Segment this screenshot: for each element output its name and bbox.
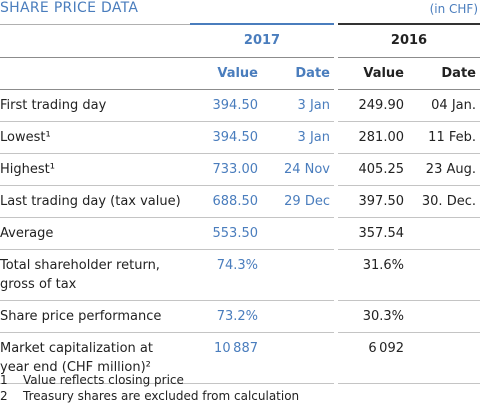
date-2016 <box>408 249 480 301</box>
value-2017: 394.50 <box>190 121 262 154</box>
value-2016: 249.90 <box>338 89 408 122</box>
date-2016: 30. Dec. <box>408 185 480 218</box>
value-2017: 10 887 <box>190 332 262 384</box>
row-label: Lowest¹ <box>0 121 190 154</box>
table-row: Total shareholder return, gross of tax 7… <box>0 249 480 301</box>
value-2017: 73.2% <box>190 300 262 333</box>
value-2017: 74.3% <box>190 249 262 301</box>
date-2017 <box>262 300 334 333</box>
page-title: SHARE PRICE DATA <box>0 0 139 16</box>
table-row: First trading day 394.50 3 Jan 249.90 04… <box>0 89 480 122</box>
footnote-text: Treasury shares are excluded from calcul… <box>23 389 300 403</box>
share-price-table: 2017 2016 Value Date Value Date First tr… <box>0 23 480 384</box>
row-label: Total shareholder return, gross of tax <box>0 249 190 301</box>
footnote-text: Value reflects closing price <box>23 373 184 387</box>
value-2017: 553.50 <box>190 217 262 250</box>
date-2017: 3 Jan <box>262 89 334 122</box>
value-2016: 6 092 <box>338 332 408 384</box>
date-2017: 29 Dec <box>262 185 334 218</box>
value-2016: 405.25 <box>338 153 408 186</box>
footnote-number: 1 <box>0 373 8 387</box>
footnote: 2 Treasury shares are excluded from calcu… <box>0 388 299 404</box>
footnote: 1 Value reflects closing price <box>0 372 299 388</box>
date-2016-header: Date <box>408 57 480 90</box>
date-2017 <box>262 249 334 301</box>
date-2016: 23 Aug. <box>408 153 480 186</box>
date-2016 <box>408 332 480 384</box>
value-2016: 30.3% <box>338 300 408 333</box>
row-label: Share price performance <box>0 300 190 333</box>
value-2016: 357.54 <box>338 217 408 250</box>
column-header-spacer <box>0 57 190 90</box>
table-row: Highest¹ 733.00 24 Nov 405.25 23 Aug. <box>0 153 480 186</box>
footnotes: 1 Value reflects closing price 2 Treasury … <box>0 372 299 404</box>
date-2017 <box>262 217 334 250</box>
date-2017-header: Date <box>262 57 334 90</box>
unit-label: (in CHF) <box>429 2 478 16</box>
value-2017: 733.00 <box>190 153 262 186</box>
value-2016: 31.6% <box>338 249 408 301</box>
year-2016-header: 2016 <box>338 23 480 58</box>
value-2017: 394.50 <box>190 89 262 122</box>
date-2016: 11 Feb. <box>408 121 480 154</box>
date-2016 <box>408 217 480 250</box>
date-2017: 3 Jan <box>262 121 334 154</box>
table-row: Market capitalization at year end (CHF m… <box>0 332 480 384</box>
date-2016: 04 Jan. <box>408 89 480 122</box>
row-label: Last trading day (tax value) <box>0 185 190 218</box>
table-row: Average 553.50 357.54 <box>0 217 480 250</box>
year-2017-header: 2017 <box>190 23 334 58</box>
column-header-row: Value Date Value Date <box>0 57 480 90</box>
table-row: Last trading day (tax value) 688.50 29 D… <box>0 185 480 218</box>
row-label: Average <box>0 217 190 250</box>
footnote-number: 2 <box>0 389 8 403</box>
value-2016-header: Value <box>338 57 408 90</box>
title-bar: SHARE PRICE DATA (in CHF) <box>0 0 480 20</box>
value-2016: 281.00 <box>338 121 408 154</box>
row-label: First trading day <box>0 89 190 122</box>
table-row: Lowest¹ 394.50 3 Jan 281.00 11 Feb. <box>0 121 480 154</box>
row-label: Highest¹ <box>0 153 190 186</box>
value-2017-header: Value <box>190 57 262 90</box>
table-row: Share price performance 73.2% 30.3% <box>0 300 480 333</box>
value-2016: 397.50 <box>338 185 408 218</box>
date-2016 <box>408 300 480 333</box>
row-label: Market capitalization at year end (CHF m… <box>0 332 190 384</box>
value-2017: 688.50 <box>190 185 262 218</box>
date-2017 <box>262 332 334 384</box>
date-2017: 24 Nov <box>262 153 334 186</box>
year-header-row: 2017 2016 <box>0 23 480 58</box>
year-header-spacer <box>0 23 190 58</box>
